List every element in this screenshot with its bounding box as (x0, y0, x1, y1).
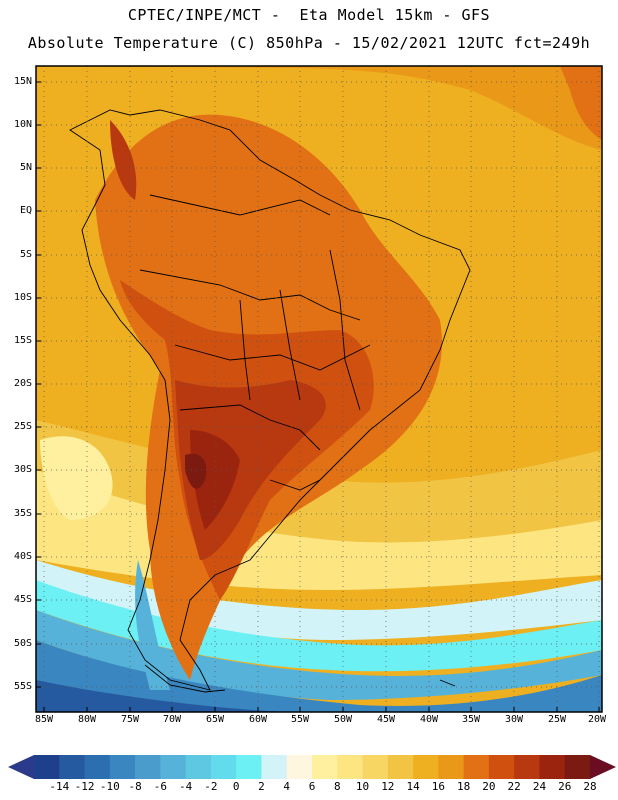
colorbar-label: 26 (558, 780, 572, 793)
colorbar-cell (185, 755, 212, 779)
lat-label: 5S (19, 249, 32, 260)
lat-label: EQ (19, 205, 32, 216)
colorbar-label: 28 (583, 780, 597, 793)
coastline (69, 109, 471, 693)
lon-label: 65W (205, 714, 225, 725)
colorbar-cell (413, 755, 439, 779)
colorbar-label: -14 (49, 780, 70, 793)
lon-label: 40W (419, 714, 439, 725)
colorbar-label: 4 (283, 780, 291, 793)
colorbar-label: -8 (128, 780, 142, 793)
axis-ticks (36, 81, 600, 712)
colorbar-cell (463, 755, 490, 779)
colorbar-label: 14 (406, 780, 420, 793)
lat-label: 40S (13, 551, 32, 562)
colorbar-label: 12 (381, 780, 395, 793)
lat-label: 30S (13, 464, 32, 475)
colorbar-cell (261, 755, 288, 779)
colorbar-cell (337, 755, 364, 779)
lon-label: 55W (290, 714, 310, 725)
colorbar-cell (210, 755, 237, 779)
colorbar-label: -2 (204, 780, 218, 793)
lat-label: 15N (13, 76, 32, 87)
colorbar-cell (135, 755, 161, 779)
colorbar-low-arrow (8, 755, 34, 779)
lon-label: 50W (333, 714, 353, 725)
lat-label: 25S (13, 421, 32, 432)
colorbar-label: 10 (355, 780, 370, 793)
colorbar-cell (514, 755, 540, 779)
colorbar-label: 16 (431, 780, 445, 793)
colorbar-label: 22 (507, 780, 521, 793)
temperature-field (36, 66, 602, 712)
colorbar-cell (160, 755, 187, 779)
colorbar-label: 18 (457, 780, 471, 793)
colorbar-cell (387, 755, 414, 779)
colorbar-cell (109, 755, 136, 779)
lat-label: 10N (13, 119, 32, 130)
colorbar-cell (312, 755, 338, 779)
lon-label: 60W (248, 714, 268, 725)
lon-label: 45W (376, 714, 396, 725)
colorbar-label: -6 (153, 780, 167, 793)
colorbar-cell (286, 755, 313, 779)
chart-title: CPTEC/INPE/MCT - Eta Model 15km - GFS (127, 6, 491, 24)
lat-label: 55S (13, 681, 32, 692)
lat-label: 10S (13, 292, 32, 303)
lon-label: 75W (120, 714, 140, 725)
colorbar-cell (438, 755, 465, 779)
colorbar-cell (84, 755, 111, 779)
lon-label: 80W (77, 714, 97, 725)
lon-label: 70W (162, 714, 182, 725)
lon-label: 35W (461, 714, 481, 725)
colorbar-cell (362, 755, 389, 779)
colorbar-label: 0 (232, 780, 240, 793)
lon-label: 85W (34, 714, 54, 725)
colorbar-cell (488, 755, 515, 779)
map-border (35, 65, 603, 713)
color-scale-bar (8, 755, 616, 779)
colorbar-label: 2 (258, 780, 265, 793)
lon-label: 30W (504, 714, 524, 725)
colorbar-label: 20 (482, 780, 496, 793)
colorbar-cell (59, 755, 86, 779)
lat-label: 5N (19, 162, 32, 173)
lon-label: 25W (547, 714, 567, 725)
colorbar-label: -12 (74, 780, 95, 793)
colorbar-cells (34, 755, 591, 779)
colorbar-label: 8 (333, 780, 341, 793)
colorbar-high-arrow (590, 755, 616, 779)
colorbar-cell (34, 755, 60, 779)
chart-subtitle: Absolute Temperature (C) 850hPa - 15/02/… (27, 34, 591, 52)
colorbar-label: -4 (179, 780, 193, 793)
lat-label: 20S (13, 378, 32, 389)
colorbar-label: -10 (99, 780, 120, 793)
colorbar-label: 6 (308, 780, 316, 793)
colorbar-cell (236, 755, 262, 779)
lat-label: 50S (13, 638, 32, 649)
lat-label: 45S (13, 594, 32, 605)
colorbar-label: 24 (532, 780, 547, 793)
lat-label: 15S (13, 335, 32, 346)
lon-label: 20W (587, 714, 607, 725)
lat-label: 35S (13, 508, 32, 519)
colorbar-cell (539, 755, 566, 779)
colorbar-cell (564, 755, 591, 779)
